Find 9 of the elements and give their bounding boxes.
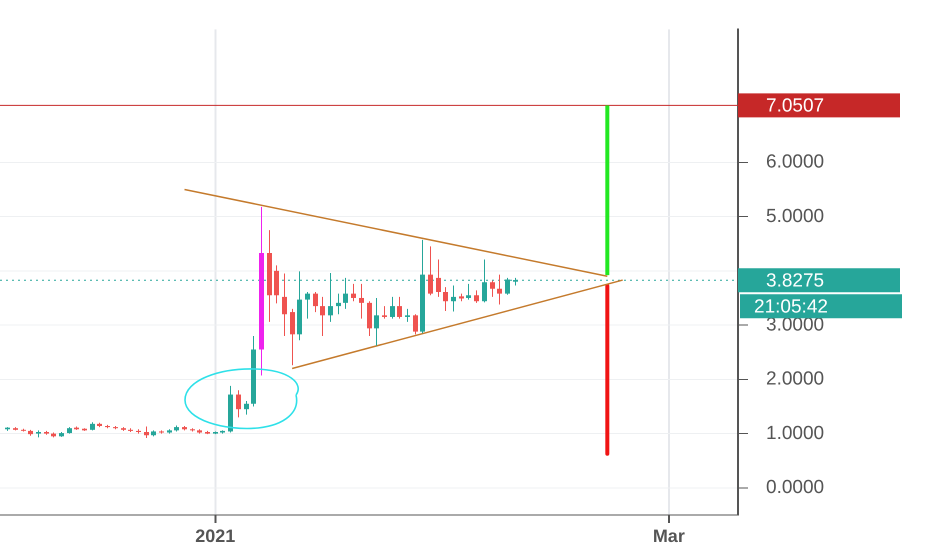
ref-line-label: 3.8275 xyxy=(766,270,824,292)
y-tick-label: 0.0000 xyxy=(766,477,824,498)
y-tick-label: 5.0000 xyxy=(766,206,824,227)
x-tick-label: 2021 xyxy=(195,526,236,546)
y-tick-label: 2.0000 xyxy=(766,368,824,390)
x-tick-label: Mar xyxy=(652,526,685,546)
ref-line-label: 7.0507 xyxy=(766,96,824,117)
y-tick-label: 1.0000 xyxy=(766,422,824,444)
y-tick-label: 6.0000 xyxy=(766,152,824,173)
